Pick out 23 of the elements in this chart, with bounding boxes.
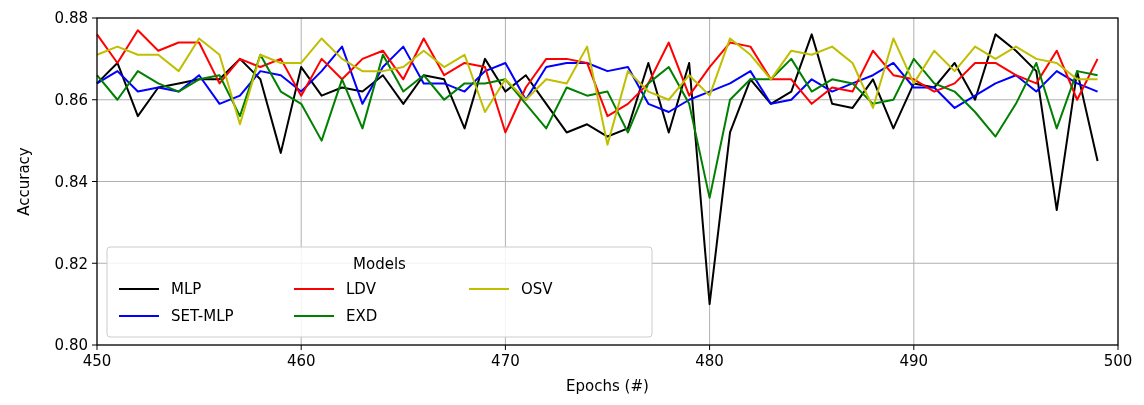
y-axis-title: Accuracy [15, 147, 33, 216]
legend-label: LDV [346, 280, 377, 299]
x-tick-label: 500 [1103, 352, 1133, 370]
legend-title: Models [353, 255, 407, 273]
line-series [96, 45, 1099, 114]
line-series [96, 37, 1099, 146]
x-axis-title: Epochs (#) [566, 377, 649, 395]
y-tick-label: 0.82 [54, 254, 88, 273]
x-tick-label: 480 [695, 352, 724, 370]
legend-label: MLP [171, 280, 202, 299]
legend-label: SET-MLP [171, 307, 234, 326]
y-tick-label: 0.86 [54, 91, 88, 109]
y-tick-label: 0.80 [54, 336, 88, 355]
x-tick-label: 470 [491, 352, 520, 370]
x-tick-label: 490 [899, 352, 929, 370]
y-tick-label: 0.88 [54, 9, 88, 28]
legend-label: OSV [521, 280, 554, 299]
line-series [96, 29, 1099, 134]
y-tick-label: 0.84 [54, 172, 88, 191]
legend-label: EXD [346, 307, 378, 326]
line-series [96, 53, 1099, 199]
x-tick-label: 460 [286, 352, 316, 370]
x-tick-label: 450 [82, 352, 112, 370]
